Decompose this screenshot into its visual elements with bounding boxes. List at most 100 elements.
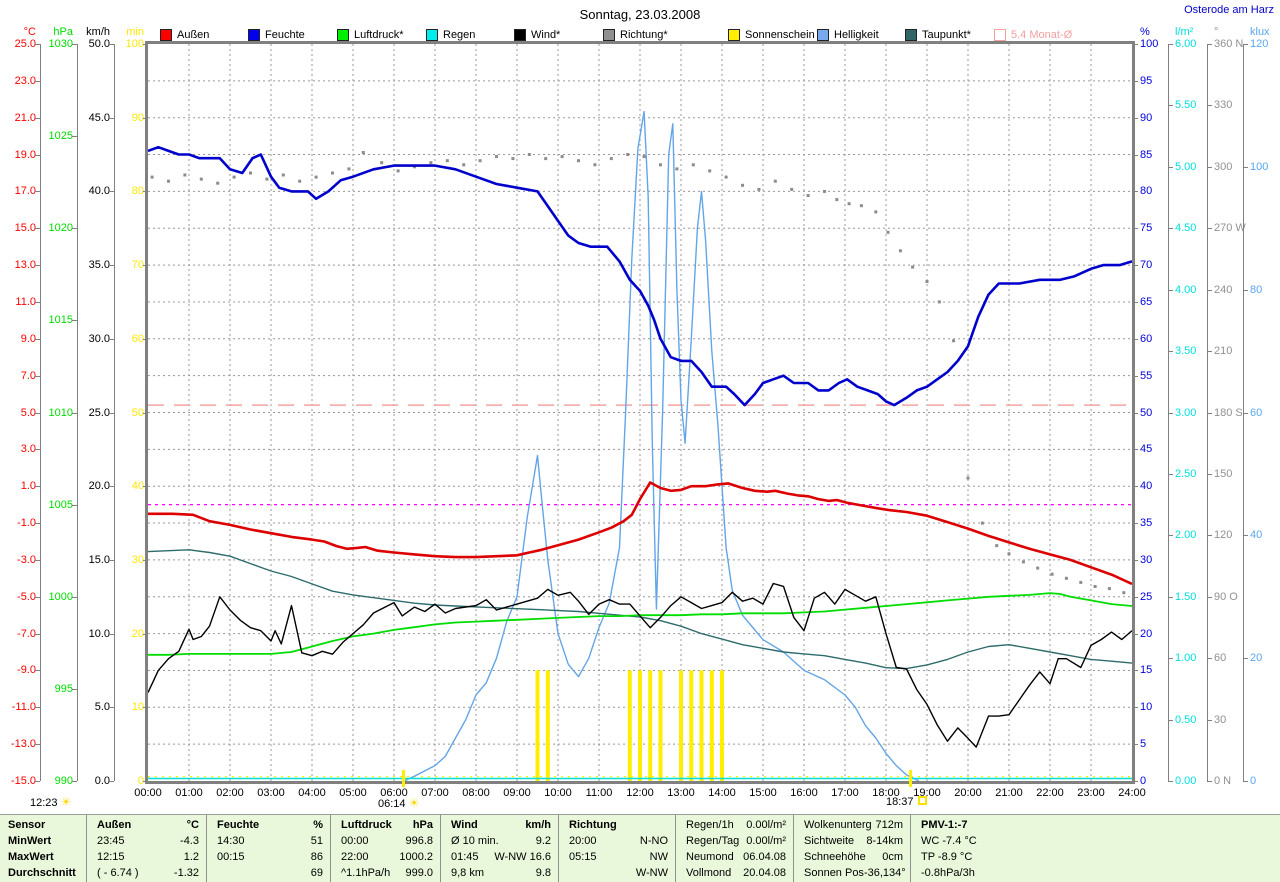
table-cell: -0.8hPa/3h bbox=[911, 865, 1015, 881]
axis-tick-label: 60 bbox=[1140, 332, 1153, 345]
axis-tick bbox=[1168, 412, 1173, 414]
axis-tick-label: -9.0 bbox=[17, 664, 36, 677]
table-cell: 00:15 86 bbox=[207, 849, 330, 865]
table-cell-text: Wind bbox=[451, 819, 478, 831]
legend-swatch-icon bbox=[337, 29, 349, 41]
table-cell-text: 22:00 bbox=[341, 851, 369, 863]
axis-tick bbox=[72, 412, 77, 414]
axis-tick bbox=[35, 781, 40, 782]
axis-header-hPa: hPa bbox=[53, 26, 73, 38]
table-cell-text: ^1.1hPa/h bbox=[341, 867, 391, 879]
legend-item-sonnenschein: Sonnenschein bbox=[728, 29, 815, 41]
table-cell-text: 20.04.08 bbox=[743, 867, 786, 879]
axis-tick bbox=[72, 504, 77, 506]
x-axis-label: 08:00 bbox=[462, 787, 490, 799]
series-richtung bbox=[150, 151, 1126, 595]
table-cell-text: 999.0 bbox=[405, 867, 433, 879]
table-cell-text: NW bbox=[649, 851, 668, 863]
table-cell-text: 12:15 bbox=[97, 851, 125, 863]
x-axis-label: 18:00 bbox=[872, 787, 900, 799]
page-title: Sonntag, 23.03.2008 bbox=[579, 7, 701, 22]
table-cell: 12:15 1.2 bbox=[87, 849, 206, 865]
sunrise-sun-icon: ☀ bbox=[408, 796, 420, 810]
x-axis-label: 15:00 bbox=[749, 787, 777, 799]
axis-tick-label: 3.50 bbox=[1175, 345, 1197, 358]
table-cell: 9,8 km 9.8 bbox=[441, 865, 558, 881]
axis-tick bbox=[1243, 412, 1248, 414]
axis-header-°C: °C bbox=[23, 26, 36, 38]
table-cell-text: 1.2 bbox=[183, 851, 199, 863]
axis-tick bbox=[35, 117, 40, 119]
table-cell: PMV-1:-7 bbox=[911, 817, 1015, 833]
axis-tick bbox=[1133, 707, 1138, 709]
table-cell: 69 bbox=[207, 865, 330, 881]
table-cell-text: °C bbox=[186, 819, 199, 831]
table-cell-text: WC -7.4 °C bbox=[921, 835, 977, 847]
table-cell-text: 9.8 bbox=[535, 867, 551, 879]
axis-tick bbox=[1207, 289, 1212, 291]
axis-tick-label: 10.0 bbox=[88, 627, 110, 640]
table-cell-text: W-NW bbox=[635, 867, 668, 879]
x-axis-label: 07:00 bbox=[421, 787, 449, 799]
axis-tick bbox=[1133, 80, 1138, 82]
table-cell: WC -7.4 °C bbox=[911, 833, 1015, 849]
axis-tick bbox=[109, 265, 114, 267]
axis-tick bbox=[1168, 535, 1173, 537]
axis-tick-label: 0.00 bbox=[1175, 775, 1197, 787]
axis-tick-label: 80 bbox=[131, 185, 144, 198]
axis-tick-label: 70 bbox=[1140, 259, 1153, 272]
table-cell: ^1.1hPa/h 999.0 bbox=[331, 865, 440, 881]
axis-tick-label: 17.0 bbox=[14, 185, 36, 198]
axis-tick-label: 1020 bbox=[48, 222, 73, 235]
table-cell-text: 14:30 bbox=[217, 835, 245, 847]
table-cell-text: -1.32 bbox=[173, 867, 199, 879]
axis-tick-label: 30 bbox=[1214, 713, 1227, 726]
axis-tick-label: 20 bbox=[131, 627, 144, 640]
axis-tick-label: 30.0 bbox=[88, 332, 110, 345]
axis-tick bbox=[1133, 449, 1138, 451]
axis-tick bbox=[1243, 44, 1248, 45]
axis-tick bbox=[1207, 473, 1212, 475]
axis-tick-label: 5 bbox=[1140, 738, 1147, 751]
table-cell-text: PMV-1:-7 bbox=[921, 819, 968, 831]
x-axis-label: 00:00 bbox=[134, 787, 162, 799]
x-axis-label: 21:00 bbox=[995, 787, 1023, 799]
legend-item-richtung-: Richtung* bbox=[603, 29, 668, 41]
axis-tick-label: 35 bbox=[1140, 517, 1153, 530]
table-cell: 14:30 51 bbox=[207, 833, 330, 849]
axis-header-l/m²: l/m² bbox=[1175, 26, 1194, 38]
table-cell: Luftdruck hPa bbox=[331, 817, 440, 833]
axis-tick-label: 15.0 bbox=[88, 553, 110, 566]
axis-tick-label: 23.0 bbox=[14, 74, 36, 87]
axis-tick-label: -3.0 bbox=[17, 553, 36, 566]
x-axis-label: 05:00 bbox=[339, 787, 367, 799]
axis-tick-label: 1030 bbox=[48, 38, 73, 50]
axis-tick-label: 120 bbox=[1250, 38, 1269, 50]
axis-tick-label: 0 bbox=[137, 775, 144, 787]
x-axis-label: 01:00 bbox=[175, 787, 203, 799]
table-cell: Ø 10 min. 9.2 bbox=[441, 833, 558, 849]
axis-tick bbox=[1133, 523, 1138, 525]
axis-tick-label: 65 bbox=[1140, 295, 1153, 308]
axis-tick bbox=[1207, 781, 1212, 782]
legend-swatch-icon bbox=[603, 29, 615, 41]
axis-tick bbox=[109, 412, 114, 414]
table-cell-text: ( - 6.74 ) bbox=[97, 867, 139, 879]
table-cell: 01:45 W-NW 16.6 bbox=[441, 849, 558, 865]
axis-tick-label: 90 bbox=[1140, 111, 1153, 124]
table-cell-text: 1000.2 bbox=[399, 851, 433, 863]
sunrise-marker: 06:14 ☀ bbox=[378, 796, 419, 810]
series-aussen bbox=[148, 481, 1132, 586]
weather-chart[interactable] bbox=[148, 44, 1132, 781]
axis-tick bbox=[1133, 301, 1138, 303]
x-axis-label: 03:00 bbox=[257, 787, 285, 799]
axis-tick bbox=[1133, 265, 1138, 267]
legend-item-luftdruck-: Luftdruck* bbox=[337, 29, 404, 41]
axis-tick-label: 120 bbox=[1214, 529, 1233, 542]
sun-total: 12:23 ☀ bbox=[30, 795, 71, 809]
table-cell-text: 00:00 bbox=[341, 835, 369, 847]
table-cell-text: 9,8 km bbox=[451, 867, 485, 879]
legend-label: Außen bbox=[177, 29, 210, 41]
table-row-labels: Sensor MinWert MaxWert Durchschnitt bbox=[0, 815, 86, 882]
